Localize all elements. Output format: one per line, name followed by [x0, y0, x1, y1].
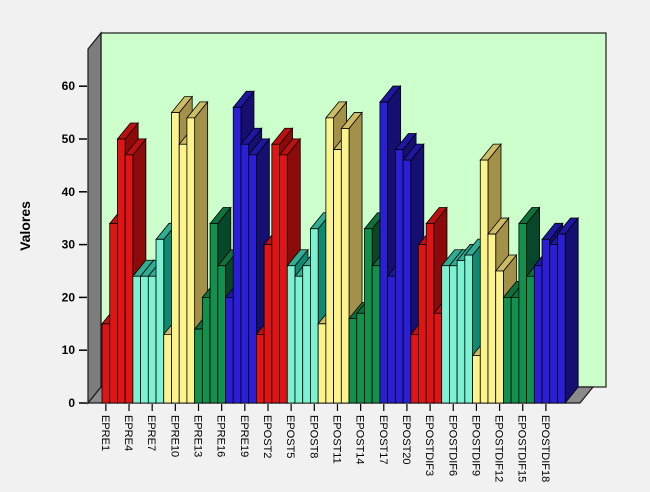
x-tick-label-EPOST2: EPOST2: [261, 415, 273, 458]
y-tick-label-30: 30: [62, 238, 76, 252]
y-tick-label-0: 0: [68, 396, 75, 410]
y-tick-label-60: 60: [62, 79, 76, 93]
x-tick-label-EPOST17: EPOST17: [377, 415, 389, 465]
x-tick-label-EPRE7: EPRE7: [145, 415, 157, 451]
plot-left-wall: [87, 31, 102, 405]
x-tick-label-EPRE10: EPRE10: [168, 415, 180, 457]
x-tick-label-EPOSTDIF15: EPOSTDIF15: [516, 415, 528, 482]
x-tick-label-EPRE13: EPRE13: [192, 415, 204, 457]
x-tick-label-EPRE4: EPRE4: [122, 415, 134, 451]
x-tick-label-EPOSTDIF3: EPOSTDIF3: [423, 415, 435, 476]
x-tick-label-EPRE16: EPRE16: [215, 415, 227, 457]
bar-60-blue: [556, 216, 580, 405]
x-tick-label-EPOST5: EPOST5: [284, 415, 296, 458]
y-tick-label-20: 20: [62, 290, 76, 304]
x-tick-label-EPOSTDIF18: EPOSTDIF18: [539, 415, 551, 482]
x-tick-label-EPOST20: EPOST20: [400, 415, 412, 465]
y-tick-label-10: 10: [62, 343, 76, 357]
x-tick-label-EPOST8: EPOST8: [307, 415, 319, 458]
x-tick-label-EPOSTDIF9: EPOSTDIF9: [469, 415, 481, 476]
y-axis-title: Valores: [17, 201, 33, 251]
x-tick-label-EPOSTDIF12: EPOSTDIF12: [493, 415, 505, 482]
x-tick-label-EPOST11: EPOST11: [330, 415, 342, 464]
x-tick-label-EPRE1: EPRE1: [99, 415, 111, 451]
y-tick-label-40: 40: [62, 185, 76, 199]
x-tick-label-EPOST14: EPOST14: [354, 415, 366, 465]
x-tick-label-EPOSTDIF6: EPOSTDIF6: [446, 415, 458, 476]
x-tick-label-EPRE19: EPRE19: [238, 415, 250, 457]
y-tick-label-50: 50: [62, 132, 76, 146]
